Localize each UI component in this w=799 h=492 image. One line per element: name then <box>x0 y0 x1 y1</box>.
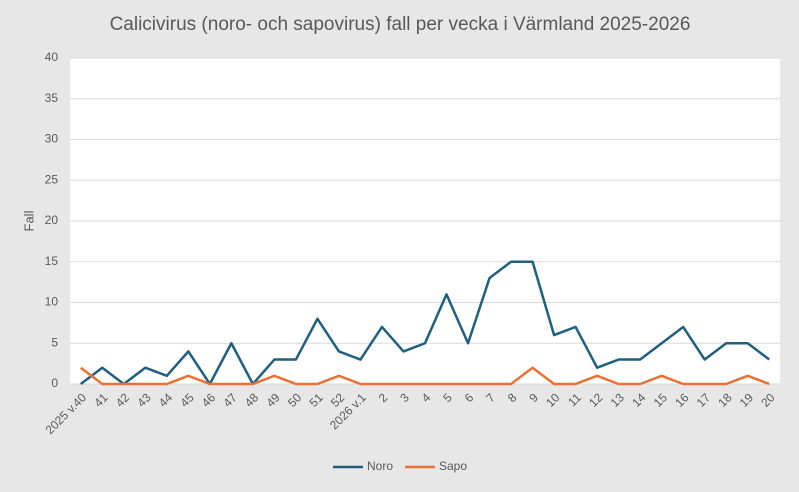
y-axis-title: Fall <box>21 210 36 231</box>
y-tick-label: 25 <box>45 172 59 186</box>
legend-label: Noro <box>367 459 393 473</box>
y-tick-label: 30 <box>45 132 59 146</box>
y-tick-label: 5 <box>51 335 58 349</box>
y-tick-label: 15 <box>45 254 59 268</box>
data-line <box>80 260 770 386</box>
y-tick-label: 40 <box>45 50 59 64</box>
chart-title: Calicivirus (noro- och sapovirus) fall p… <box>110 14 691 35</box>
y-tick-label: 35 <box>45 91 59 105</box>
y-tick-label: 20 <box>45 213 59 227</box>
y-tick-label: 10 <box>45 295 59 309</box>
y-tick-label: 0 <box>51 376 58 390</box>
legend-label: Sapo <box>439 459 467 473</box>
data-line <box>80 366 770 386</box>
